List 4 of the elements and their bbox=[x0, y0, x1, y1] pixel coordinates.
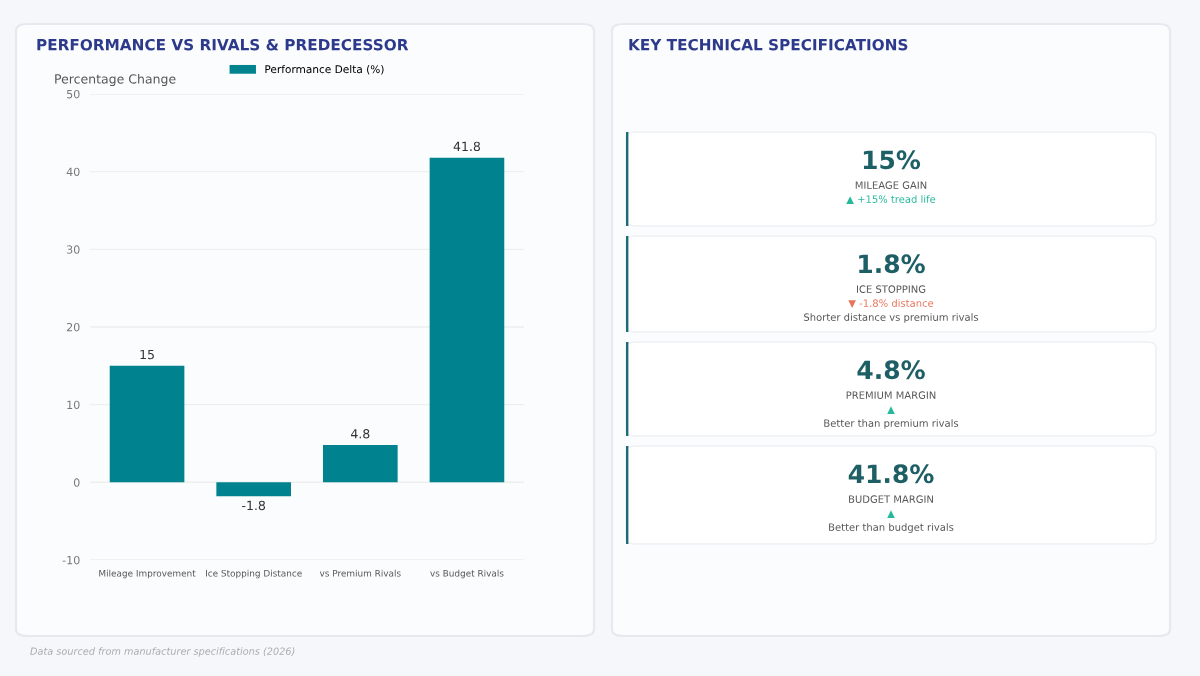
bar bbox=[109, 365, 185, 483]
bar bbox=[216, 482, 291, 497]
bar bbox=[323, 445, 398, 483]
bar bbox=[429, 157, 505, 483]
